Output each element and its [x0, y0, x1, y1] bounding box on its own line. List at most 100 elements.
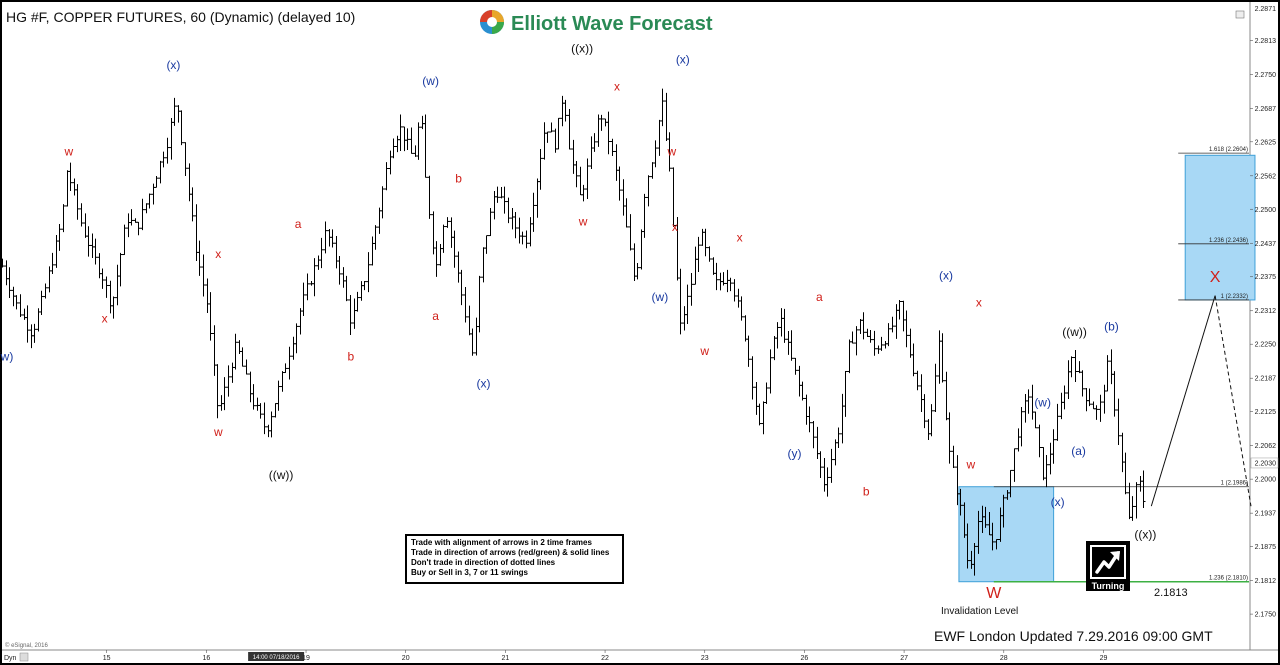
price-bar: [782, 308, 787, 343]
price-bar: [348, 295, 353, 335]
price-bar: [667, 132, 672, 172]
price-bar: [854, 326, 859, 356]
price-bar: [79, 203, 84, 227]
price-bar: [728, 277, 733, 292]
fib-label: 1 (2.1986): [1221, 481, 1248, 487]
price-bar: [836, 427, 841, 449]
price-bar: [628, 214, 633, 251]
price-bar: [1105, 355, 1110, 392]
price-bar: [775, 322, 780, 349]
price-bar: [789, 330, 794, 361]
price-bar: [484, 235, 489, 254]
price-bar: [380, 186, 385, 219]
price-bar: [122, 224, 127, 256]
price-bar: [642, 193, 647, 238]
x-tick-label: 26: [801, 655, 809, 662]
y-tick-label: 2.2500: [1255, 207, 1277, 214]
price-bar: [929, 404, 934, 437]
wave-label: x: [614, 80, 620, 94]
price-bar: [538, 149, 543, 190]
wave-label: w: [966, 457, 976, 471]
rule-line: Trade in direction of arrows (red/green)…: [411, 548, 610, 557]
price-bar: [879, 336, 884, 351]
y-tick-label: 2.2062: [1255, 443, 1277, 450]
copyright: © eSignal, 2016: [5, 642, 48, 649]
price-bar: [355, 291, 360, 312]
price-bar: [574, 160, 579, 188]
price-axis: 2.1750 2.1812 2.1875 2.1937 2.2000 2.2062 2.21…: [1250, 6, 1279, 619]
price-bar: [140, 198, 145, 231]
x-tick-label: 22: [601, 655, 609, 662]
wave-label: x: [737, 231, 743, 245]
price-bar: [366, 252, 371, 293]
price-bar: [990, 522, 995, 551]
price-bar: [452, 230, 457, 268]
y-tick-label: 2.2187: [1255, 376, 1277, 383]
price-bar: [1026, 389, 1031, 414]
price-bar: [104, 276, 109, 298]
price-bar: [434, 241, 439, 277]
top-price-label: 2.2871: [1255, 6, 1277, 13]
price-bars: [0, 88, 1146, 576]
price-bar: [1069, 356, 1074, 378]
price-bar: [1012, 448, 1017, 482]
wave-labels: w (w) x (x) x w ((w)) a b (w) a b (x) ((x)) w x (x) w x (w)…: [0, 42, 1221, 602]
price-bar: [495, 186, 500, 203]
y-tick-label: 2.2437: [1255, 241, 1277, 248]
projection-solid: [1150, 295, 1216, 507]
wave-label: (a): [1071, 444, 1086, 458]
wave-label: (w): [0, 349, 13, 363]
price-bar: [362, 280, 367, 291]
price-bar: [502, 186, 507, 214]
price-bar: [57, 223, 62, 251]
price-bar: [983, 506, 988, 528]
price-bar: [685, 284, 690, 324]
price-bar: [384, 162, 389, 191]
price-bar: [147, 193, 152, 209]
price-bar: [922, 394, 927, 429]
price-bar: [850, 331, 855, 344]
price-bar: [154, 176, 159, 188]
price-bar: [201, 254, 206, 297]
price-bar: [269, 411, 274, 438]
wave-label: (x): [476, 376, 490, 390]
wave-label: ((w)): [1062, 325, 1087, 339]
fib-label: 1.618 (2.2604): [1209, 147, 1248, 153]
price-bar: [100, 268, 105, 289]
price-bar: [585, 158, 590, 200]
current-price-marker: [1250, 457, 1279, 469]
x-tick-label: 15: [103, 655, 111, 662]
price-bar: [972, 543, 977, 576]
wave-label: ((x)): [571, 42, 593, 56]
updated-footer: EWF London Updated 7.29.2016 09:00 GMT: [934, 628, 1213, 644]
price-bar: [226, 365, 231, 397]
corner-button[interactable]: [19, 652, 29, 662]
wave-label: ((w)): [269, 468, 294, 482]
target-zone: [958, 486, 1055, 583]
price-axis-panel: [1250, 2, 1278, 650]
target-zone: [1184, 154, 1256, 301]
price-bar: [136, 221, 141, 236]
price-bar: [61, 204, 66, 233]
wave-label: (y): [787, 447, 801, 461]
price-bar: [344, 275, 349, 302]
price-bar: [635, 262, 640, 280]
price-bar: [750, 356, 755, 400]
price-bar: [463, 286, 468, 323]
y-tick-label: 2.2813: [1255, 38, 1277, 45]
rule-line: Trade with alignment of arrows in 2 time…: [411, 538, 592, 547]
price-bar: [86, 226, 91, 257]
collapse-button[interactable]: [1235, 10, 1245, 19]
chart-title: HG #F, COPPER FUTURES, 60 (Dynamic) (del…: [6, 9, 355, 25]
wave-label: (x): [676, 53, 690, 67]
price-bar: [111, 296, 116, 319]
y-tick-label: 2.1750: [1255, 612, 1277, 619]
price-bar: [301, 282, 306, 317]
price-bar: [423, 114, 428, 178]
price-bar: [886, 323, 891, 347]
price-bar: [283, 363, 288, 374]
price-bar: [179, 110, 184, 146]
price-bar: [409, 127, 414, 154]
price-bar: [1051, 429, 1056, 464]
price-bar: [545, 131, 550, 143]
